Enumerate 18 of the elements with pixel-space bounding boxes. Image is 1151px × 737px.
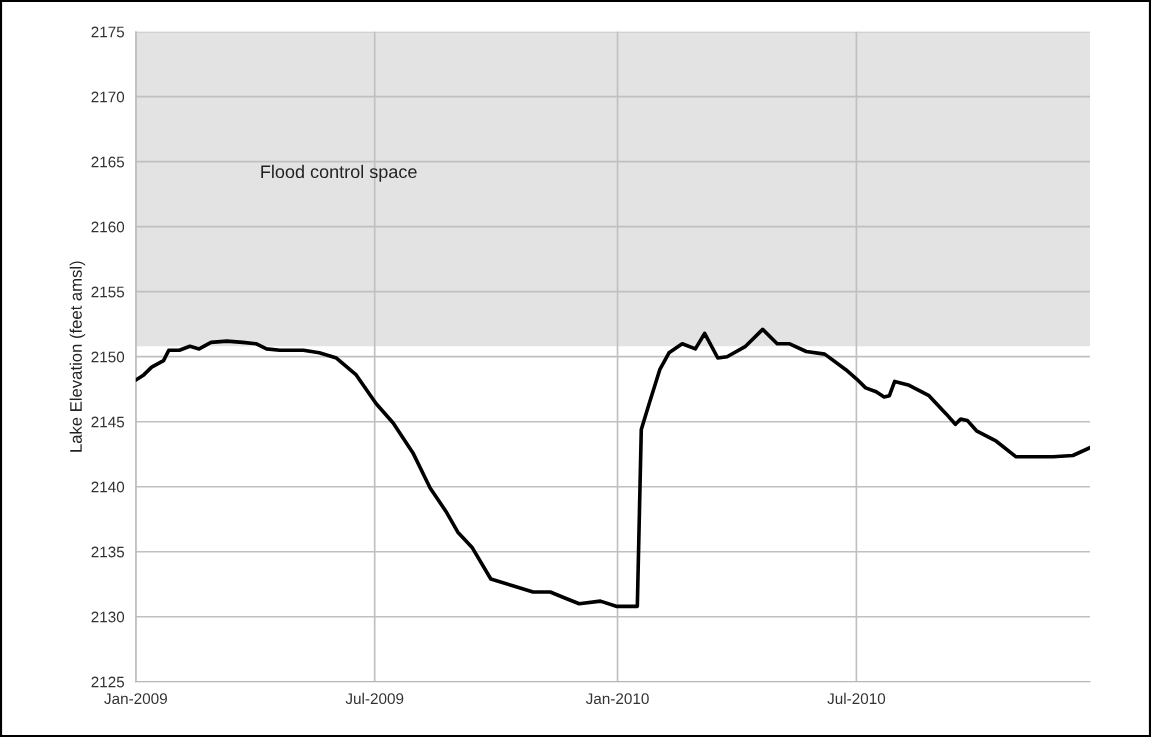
y-tick-label: 2135 [91,546,125,558]
x-tick-label: Jul-2010 [827,692,886,705]
x-tick-label: Jul-2009 [345,692,404,705]
y-tick-label: 2155 [91,286,125,298]
y-tick-label: 2170 [91,91,125,103]
y-tick-label: 2130 [91,611,125,623]
y-tick-label: 2160 [91,221,125,233]
y-tick-label: 2145 [91,416,125,428]
band-label: Flood control space [261,164,417,182]
line-series [135,327,1090,609]
y-tick-label: 2150 [91,351,125,363]
x-tick-label: Jan-2009 [104,693,167,705]
y-tick-label: 2140 [91,481,125,493]
y-tick-label: 2165 [91,156,125,168]
y-axis-title: Lake Elevation (feet amsl) [69,261,86,452]
x-tick-label: Jan-2010 [585,693,649,705]
y-tick-label: 2125 [91,676,125,688]
y-tick-label: 2175 [91,26,125,38]
